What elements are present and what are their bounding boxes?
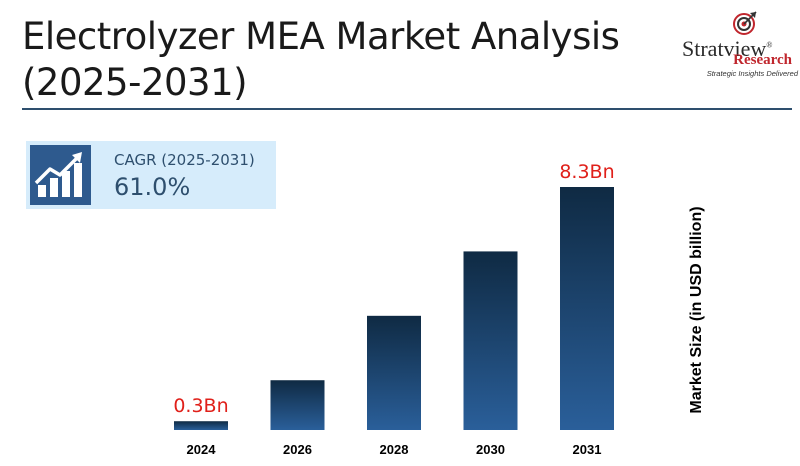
bar-2024 — [174, 421, 228, 430]
data-label: 0.3Bn — [173, 395, 228, 417]
cagr-panel: CAGR (2025-2031) 61.0% — [26, 141, 276, 209]
title-divider — [22, 108, 792, 110]
growth-chart-icon — [30, 145, 91, 205]
company-logo: Stratview® Research Strategic Insights D… — [680, 10, 798, 80]
y-axis-label: Market Size (in USD billion) — [688, 206, 705, 414]
data-label: 8.3Bn — [559, 161, 614, 183]
page-title: Electrolyzer MEA Market Analysis (2025-2… — [22, 15, 620, 104]
x-tick-label: 2028 — [380, 442, 409, 457]
x-tick-label: 2031 — [573, 442, 602, 457]
bar-2030 — [463, 251, 518, 430]
logo-subtitle: Research — [733, 52, 792, 68]
cagr-label: CAGR (2025-2031) — [114, 151, 255, 169]
x-tick-label: 2026 — [283, 442, 312, 457]
x-tick-label: 2024 — [187, 442, 217, 457]
x-tick-label: 2030 — [476, 442, 505, 457]
logo-tagline: Strategic Insights Delivered — [706, 69, 798, 78]
bar-2031 — [560, 187, 614, 430]
cagr-value: 61.0% — [114, 173, 191, 201]
bar-2026 — [270, 380, 325, 430]
logo-name: Stratview® — [682, 36, 773, 61]
target-arrow-icon — [733, 11, 757, 35]
bar-2028 — [367, 315, 421, 430]
